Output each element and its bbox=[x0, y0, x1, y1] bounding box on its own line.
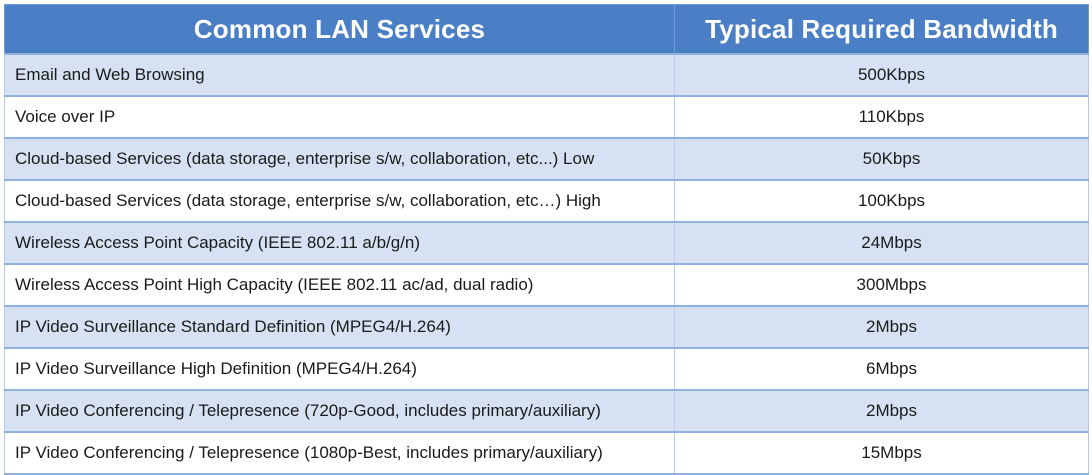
bandwidth-cell: 500Kbps bbox=[674, 53, 1089, 97]
bandwidth-cell: 15Mbps bbox=[674, 431, 1089, 475]
bandwidth-cell: 2Mbps bbox=[674, 389, 1089, 433]
service-cell: Wireless Access Point Capacity (IEEE 802… bbox=[4, 221, 675, 265]
table-row: Cloud-based Services (data storage, ente… bbox=[4, 137, 1089, 181]
bandwidth-cell: 110Kbps bbox=[674, 95, 1089, 139]
header-row: Common LAN Services Typical Required Ban… bbox=[4, 4, 1089, 55]
bandwidth-table-container: Common LAN Services Typical Required Ban… bbox=[4, 4, 1089, 475]
service-cell: Cloud-based Services (data storage, ente… bbox=[4, 137, 675, 181]
table-body: Email and Web Browsing 500Kbps Voice ove… bbox=[4, 53, 1089, 475]
bandwidth-cell: 6Mbps bbox=[674, 347, 1089, 391]
header-common-lan-services: Common LAN Services bbox=[4, 4, 675, 55]
lan-services-table: Common LAN Services Typical Required Ban… bbox=[4, 4, 1089, 475]
table-row: Email and Web Browsing 500Kbps bbox=[4, 53, 1089, 97]
table-header: Common LAN Services Typical Required Ban… bbox=[4, 4, 1089, 55]
table-row: Voice over IP 110Kbps bbox=[4, 95, 1089, 139]
service-cell: IP Video Surveillance Standard Definitio… bbox=[4, 305, 675, 349]
service-cell: IP Video Conferencing / Telepresence (72… bbox=[4, 389, 675, 433]
service-cell: IP Video Surveillance High Definition (M… bbox=[4, 347, 675, 391]
table-row: IP Video Conferencing / Telepresence (10… bbox=[4, 431, 1089, 475]
service-cell: Cloud-based Services (data storage, ente… bbox=[4, 179, 675, 223]
table-row: Wireless Access Point Capacity (IEEE 802… bbox=[4, 221, 1089, 265]
bandwidth-cell: 100Kbps bbox=[674, 179, 1089, 223]
table-row: Wireless Access Point High Capacity (IEE… bbox=[4, 263, 1089, 307]
table-row: Cloud-based Services (data storage, ente… bbox=[4, 179, 1089, 223]
table-row: IP Video Conferencing / Telepresence (72… bbox=[4, 389, 1089, 433]
table-row: IP Video Surveillance High Definition (M… bbox=[4, 347, 1089, 391]
bandwidth-cell: 24Mbps bbox=[674, 221, 1089, 265]
service-cell: IP Video Conferencing / Telepresence (10… bbox=[4, 431, 675, 475]
bandwidth-cell: 300Mbps bbox=[674, 263, 1089, 307]
bandwidth-cell: 50Kbps bbox=[674, 137, 1089, 181]
service-cell: Email and Web Browsing bbox=[4, 53, 675, 97]
service-cell: Voice over IP bbox=[4, 95, 675, 139]
service-cell: Wireless Access Point High Capacity (IEE… bbox=[4, 263, 675, 307]
bandwidth-cell: 2Mbps bbox=[674, 305, 1089, 349]
table-row: IP Video Surveillance Standard Definitio… bbox=[4, 305, 1089, 349]
header-typical-required-bandwidth: Typical Required Bandwidth bbox=[674, 4, 1089, 55]
